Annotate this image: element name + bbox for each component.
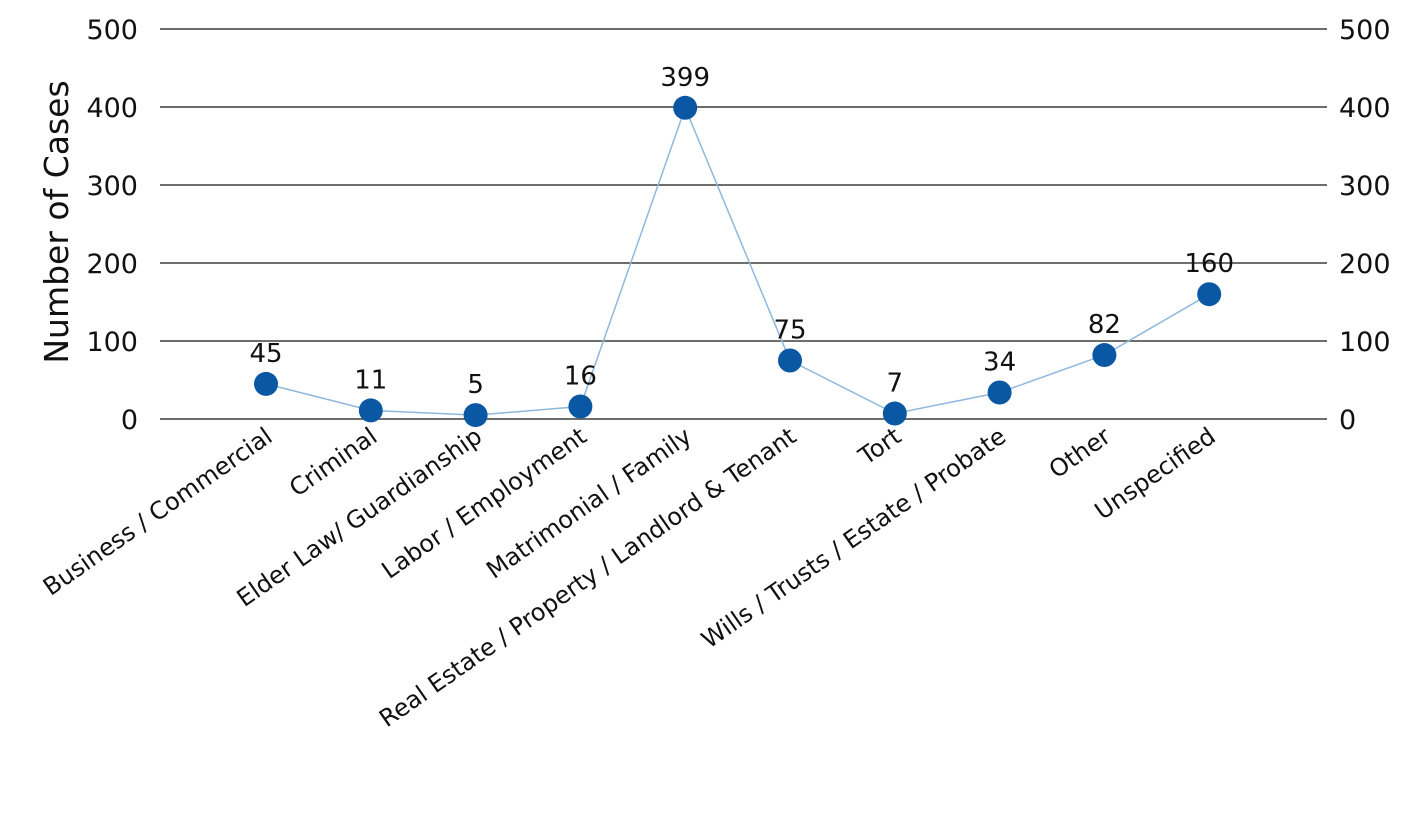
data-label-0: 45: [249, 339, 282, 369]
gridlines: [160, 28, 1327, 420]
y-tick-right-400: 400: [1339, 93, 1391, 124]
data-point-3: [568, 394, 593, 419]
data-point-6: [882, 401, 907, 426]
data-label-5: 75: [773, 316, 806, 346]
data-point-8: [1092, 343, 1117, 368]
data-point-0: [254, 371, 278, 396]
data-label-9: 160: [1184, 249, 1234, 279]
y-tick-left-500: 500: [86, 15, 138, 46]
y-tick-right-100: 100: [1339, 327, 1391, 358]
data-point-1: [358, 398, 383, 423]
data-points: [254, 95, 1222, 428]
y-tick-right-0: 0: [1339, 405, 1356, 436]
y-tick-right-200: 200: [1339, 249, 1391, 280]
y-tick-right-300: 300: [1339, 171, 1391, 202]
y-axis-left: 0 100 200 300 400 500: [86, 15, 138, 436]
data-label-3: 16: [564, 362, 597, 392]
y-tick-left-100: 100: [86, 327, 138, 358]
data-label-6: 7: [887, 369, 904, 399]
data-label-8: 82: [1088, 310, 1121, 340]
y-tick-right-500: 500: [1339, 15, 1391, 46]
data-point-7: [987, 380, 1012, 405]
data-point-2: [463, 403, 488, 428]
y-tick-left-0: 0: [121, 405, 138, 436]
y-tick-left-300: 300: [86, 171, 138, 202]
x-tick-label-0: Business / Commercial: [38, 422, 277, 601]
y-axis-right: 0 100 200 300 400 500: [1339, 15, 1391, 436]
data-label-4: 399: [660, 63, 710, 93]
x-tick-label-1: Criminal: [284, 422, 382, 502]
y-tick-left-400: 400: [86, 93, 138, 124]
x-tick-label-6: Tort: [853, 422, 906, 471]
y-axis-label: Number of Cases: [37, 80, 76, 363]
data-point-5: [778, 348, 802, 373]
x-tick-label-8: Other: [1044, 422, 1116, 484]
series-line: [265, 105, 1210, 416]
data-label-7: 34: [983, 347, 1016, 377]
data-label-1: 11: [354, 365, 387, 395]
y-tick-left-200: 200: [86, 249, 138, 280]
data-label-2: 5: [467, 370, 484, 400]
series-polyline: [265, 105, 1210, 416]
data-labels: 45 11 5 16 399 75 7 34 82 160: [249, 63, 1234, 400]
data-point-9: [1197, 282, 1222, 307]
data-point-4: [673, 95, 698, 120]
